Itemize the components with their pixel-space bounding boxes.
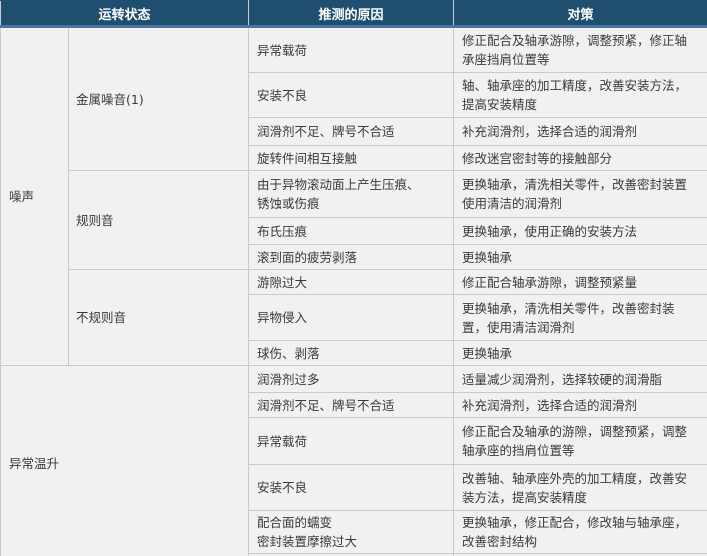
action-cell: 轴、轴承座的加工精度，改善安装方法， 提高安装精度 bbox=[453, 72, 707, 118]
action-cell: 补充润滑剂，选择合适的润滑剂 bbox=[453, 117, 707, 146]
table-row: 润滑剂不足、牌号不合适 补充润滑剂，选择合适的润滑剂 bbox=[1, 117, 707, 146]
cause-cell: 由于异物滚动面上产生压痕、 锈蚀或伤痕 bbox=[248, 170, 455, 218]
action-cell: 更换轴承 bbox=[453, 340, 707, 366]
cause-cell: 滚到面的疲劳剥落 bbox=[248, 244, 455, 270]
cause-cell: 异常载荷 bbox=[248, 26, 455, 73]
cause-cell: 安装不良 bbox=[248, 464, 455, 511]
cause-cell: 球伤、剥落 bbox=[248, 340, 455, 366]
action-cell: 补充润滑剂，选择合适的润滑剂 bbox=[453, 392, 707, 418]
cause-cell: 游隙过大 bbox=[248, 269, 455, 295]
category-temp-rise: 异常温升 bbox=[0, 365, 250, 556]
table-row: 滚到面的疲劳剥落 更换轴承 bbox=[1, 244, 707, 270]
action-cell: 修正配合轴承游隙，调整预紧量 bbox=[453, 269, 707, 295]
category-noise: 噪声 bbox=[0, 26, 69, 366]
table-row: 球伤、剥落 更换轴承 bbox=[1, 340, 707, 366]
table-row: 异常载荷 修正配合及轴承的游隙，调整预紧，调整 轴承座的挡肩位置等 bbox=[1, 417, 707, 465]
cause-cell: 旋转件间相互接触 bbox=[248, 145, 455, 171]
cause-cell: 润滑剂不足、牌号不合适 bbox=[248, 117, 455, 146]
subcategory-metal-noise: 金属噪音(1) bbox=[67, 26, 250, 171]
table-row: 布氏压痕 更换轴承，使用正确的安装方法 bbox=[1, 217, 707, 245]
action-cell: 更换轴承，使用正确的安装方法 bbox=[453, 217, 707, 245]
header-operating-state: 运转状态 bbox=[0, 0, 250, 28]
action-cell: 修正配合及轴承的游隙，调整预紧，调整 轴承座的挡肩位置等 bbox=[453, 417, 707, 465]
subcategory-irregular-noise: 不规则音 bbox=[67, 269, 250, 366]
table-row: 噪声 金属噪音(1) 异常载荷 修正配合及轴承游隙，调整预紧，修正轴 承座挡肩位… bbox=[0, 26, 707, 366]
table-row: 规则音 由于异物滚动面上产生压痕、 锈蚀或伤痕 更换轴承，清洗相关零件，改善密封… bbox=[1, 170, 707, 270]
action-cell: 改善轴、轴承座外壳的加工精度，改善安 装方法，提高安装精度 bbox=[453, 464, 707, 511]
action-cell: 更换轴承，清洗相关零件，改善密封装置 使用清洁的润滑剂 bbox=[453, 170, 707, 218]
subcategory-regular-noise: 规则音 bbox=[67, 170, 250, 270]
table-row: 安装不良 轴、轴承座的加工精度，改善安装方法， 提高安装精度 bbox=[1, 72, 707, 118]
action-cell: 更换轴承，修正配合，修改轴与轴承座， 改善密封结构 bbox=[453, 510, 707, 554]
cause-cell: 异物侵入 bbox=[248, 294, 455, 341]
cause-cell: 润滑剂过多 bbox=[248, 365, 455, 393]
header-countermeasure: 对策 bbox=[453, 0, 707, 28]
header-presumed-cause: 推测的原因 bbox=[248, 0, 455, 28]
table-row: 配合面的蠕变 密封装置摩擦过大 更换轴承，修正配合，修改轴与轴承座， 改善密封结… bbox=[1, 510, 707, 554]
table-row: 不规则音 游隙过大 修正配合轴承游隙，调整预紧量 bbox=[1, 269, 707, 366]
action-cell: 修改迷宫密封等的接触部分 bbox=[453, 145, 707, 171]
table-row: 异物侵入 更换轴承，清洗相关零件，改善密封装 置，使用清洁润滑剂 bbox=[1, 294, 707, 341]
action-cell: 修正配合及轴承游隙，调整预紧，修正轴 承座挡肩位置等 bbox=[453, 26, 707, 73]
cause-cell: 配合面的蠕变 密封装置摩擦过大 bbox=[248, 510, 455, 554]
action-cell: 适量减少润滑剂，选择较硬的润滑脂 bbox=[453, 365, 707, 393]
cause-cell: 异常载荷 bbox=[248, 417, 455, 465]
table-row: 异常温升 润滑剂过多 适量减少润滑剂，选择较硬的润滑脂 bbox=[0, 365, 707, 556]
action-cell: 更换轴承，清洗相关零件，改善密封装 置，使用清洁润滑剂 bbox=[453, 294, 707, 341]
cause-cell: 润滑剂不足、牌号不合适 bbox=[248, 392, 455, 418]
cause-cell: 布氏压痕 bbox=[248, 217, 455, 245]
header-row: 运转状态 推测的原因 对策 bbox=[0, 0, 707, 28]
cause-cell: 安装不良 bbox=[248, 72, 455, 118]
action-cell: 更换轴承 bbox=[453, 244, 707, 270]
table-row-cutoff bbox=[1, 553, 707, 556]
